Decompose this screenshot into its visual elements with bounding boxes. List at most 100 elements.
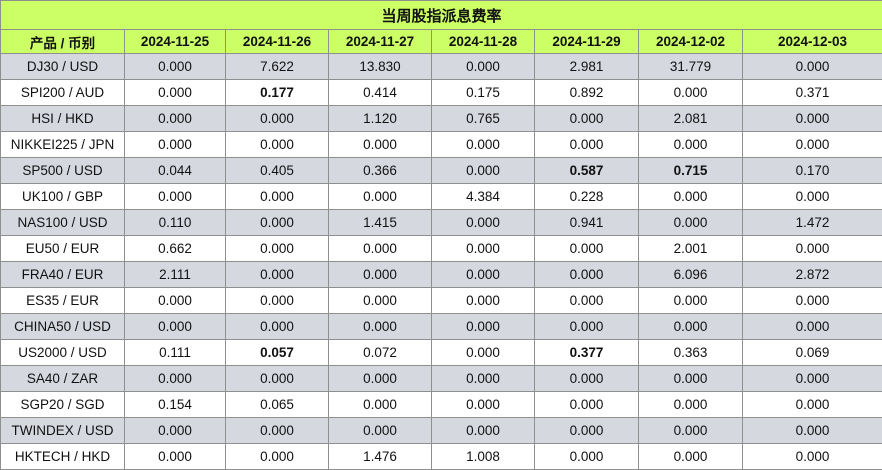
rate-cell: 0.000 [535, 288, 639, 314]
rate-cell: 0.057 [226, 340, 329, 366]
product-cell: HSI / HKD [1, 106, 125, 132]
rate-cell: 2.981 [535, 54, 639, 80]
rate-cell: 0.000 [329, 418, 432, 444]
rate-cell: 0.662 [125, 236, 226, 262]
rate-cell: 0.000 [743, 184, 882, 210]
rate-cell: 0.000 [226, 444, 329, 470]
rate-cell: 0.000 [125, 418, 226, 444]
rate-cell: 0.000 [125, 184, 226, 210]
rate-cell: 0.000 [639, 288, 743, 314]
rate-cell: 0.765 [432, 106, 535, 132]
product-cell: EU50 / EUR [1, 236, 125, 262]
product-cell: SPI200 / AUD [1, 80, 125, 106]
rate-cell: 0.000 [639, 392, 743, 418]
rate-cell: 0.000 [226, 418, 329, 444]
rate-cell: 0.000 [432, 288, 535, 314]
rate-cell: 0.000 [125, 80, 226, 106]
rate-cell: 0.044 [125, 158, 226, 184]
rate-cell: 1.476 [329, 444, 432, 470]
product-cell: NAS100 / USD [1, 210, 125, 236]
rate-cell: 0.000 [535, 106, 639, 132]
rate-cell: 0.000 [432, 418, 535, 444]
rate-cell: 6.096 [639, 262, 743, 288]
rate-cell: 2.081 [639, 106, 743, 132]
rate-cell: 0.000 [125, 288, 226, 314]
rate-cell: 0.000 [329, 184, 432, 210]
rate-cell: 0.111 [125, 340, 226, 366]
column-header-date: 2024-12-03 [743, 30, 882, 54]
rate-cell: 0.366 [329, 158, 432, 184]
rate-cell: 0.000 [329, 366, 432, 392]
rate-cell: 0.000 [432, 392, 535, 418]
rate-cell: 0.000 [432, 54, 535, 80]
rate-cell: 0.000 [743, 54, 882, 80]
rate-cell: 0.000 [432, 340, 535, 366]
rate-cell: 0.000 [639, 444, 743, 470]
rate-cell: 0.405 [226, 158, 329, 184]
rate-cell: 1.472 [743, 210, 882, 236]
column-header-date: 2024-11-27 [329, 30, 432, 54]
rate-cell: 0.000 [535, 236, 639, 262]
rate-cell: 0.000 [432, 132, 535, 158]
rate-cell: 0.000 [535, 418, 639, 444]
rate-cell: 0.000 [226, 262, 329, 288]
product-cell: NIKKEI225 / JPN [1, 132, 125, 158]
rate-cell: 0.000 [639, 80, 743, 106]
rate-cell: 0.000 [329, 262, 432, 288]
rate-cell: 0.000 [226, 314, 329, 340]
product-cell: UK100 / GBP [1, 184, 125, 210]
rate-cell: 2.111 [125, 262, 226, 288]
rate-cell: 0.000 [743, 392, 882, 418]
rate-cell: 0.000 [639, 314, 743, 340]
rate-cell: 2.001 [639, 236, 743, 262]
rate-cell: 7.622 [226, 54, 329, 80]
rate-cell: 0.000 [743, 314, 882, 340]
rate-cell: 0.000 [226, 106, 329, 132]
rate-cell: 0.892 [535, 80, 639, 106]
rate-cell: 0.000 [743, 106, 882, 132]
rate-cell: 0.072 [329, 340, 432, 366]
column-header-date: 2024-11-28 [432, 30, 535, 54]
rate-cell: 0.000 [432, 236, 535, 262]
product-cell: CHINA50 / USD [1, 314, 125, 340]
rate-cell: 0.000 [329, 392, 432, 418]
rate-cell: 0.000 [535, 132, 639, 158]
rate-cell: 0.000 [125, 444, 226, 470]
product-cell: ES35 / EUR [1, 288, 125, 314]
rate-cell: 1.415 [329, 210, 432, 236]
rate-cell: 2.872 [743, 262, 882, 288]
rate-cell: 0.000 [432, 314, 535, 340]
rate-cell: 0.000 [125, 314, 226, 340]
column-header-date: 2024-11-26 [226, 30, 329, 54]
rate-cell: 0.000 [125, 54, 226, 80]
rate-cell: 0.000 [125, 132, 226, 158]
rate-cell: 0.000 [226, 210, 329, 236]
column-header-date: 2024-11-25 [125, 30, 226, 54]
rate-cell: 0.065 [226, 392, 329, 418]
product-cell: HKTECH / HKD [1, 444, 125, 470]
rate-cell: 0.000 [639, 418, 743, 444]
rate-cell: 0.000 [535, 392, 639, 418]
rate-cell: 0.000 [639, 184, 743, 210]
rate-cell: 0.000 [743, 288, 882, 314]
rate-cell: 0.000 [639, 366, 743, 392]
rate-cell: 0.000 [639, 132, 743, 158]
product-cell: US2000 / USD [1, 340, 125, 366]
rate-cell: 0.377 [535, 340, 639, 366]
rate-cell: 4.384 [432, 184, 535, 210]
